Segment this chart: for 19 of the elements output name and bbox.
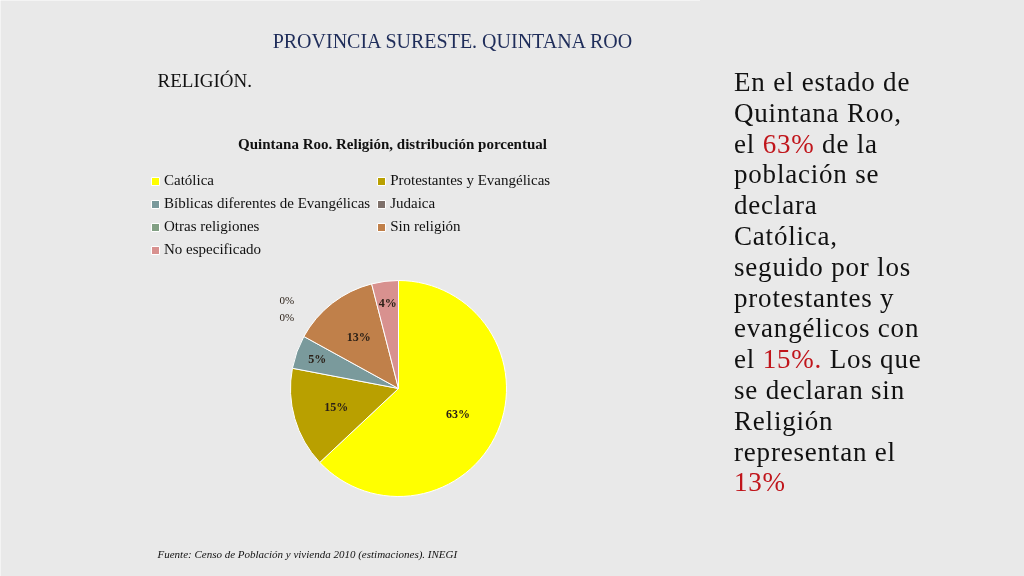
chart-title: Quintana Roo. Religión, distribución porcentual xyxy=(238,135,547,152)
text: 0% xyxy=(279,294,295,307)
legend-label: Judaica xyxy=(390,195,436,212)
legend-label: No especificado xyxy=(164,241,262,258)
text: PROVINCIA SURESTE. QUINTANA ROO xyxy=(272,29,633,52)
legend-label: Otras religiones xyxy=(164,218,260,235)
data-label: 4% xyxy=(378,295,397,310)
data-label: 5% xyxy=(308,352,327,367)
legend-label: Bíblicas diferentes de Evangélicas xyxy=(164,195,371,212)
text: 0% xyxy=(279,311,295,324)
legend-label: Sin religión xyxy=(390,218,461,235)
legend-label: Católica xyxy=(164,172,214,189)
legend-label: Protestantes y Evangélicas xyxy=(390,172,551,189)
text: RELIGIÓN. xyxy=(157,70,252,91)
source-note: Fuente: Censo de Población y vivienda 2010 (estimaciones). INEGI xyxy=(156,547,459,561)
text: En el estado de Quintana Roo, el 63% de la población se declara Católica, seguido por los protestantes y evangélicos con el 15%. Los que se declaran sin Religión representan el 13% xyxy=(734,67,922,498)
data-label: 13% xyxy=(346,330,371,345)
data-label: 15% xyxy=(324,399,349,414)
data-label: 63% xyxy=(445,407,470,422)
